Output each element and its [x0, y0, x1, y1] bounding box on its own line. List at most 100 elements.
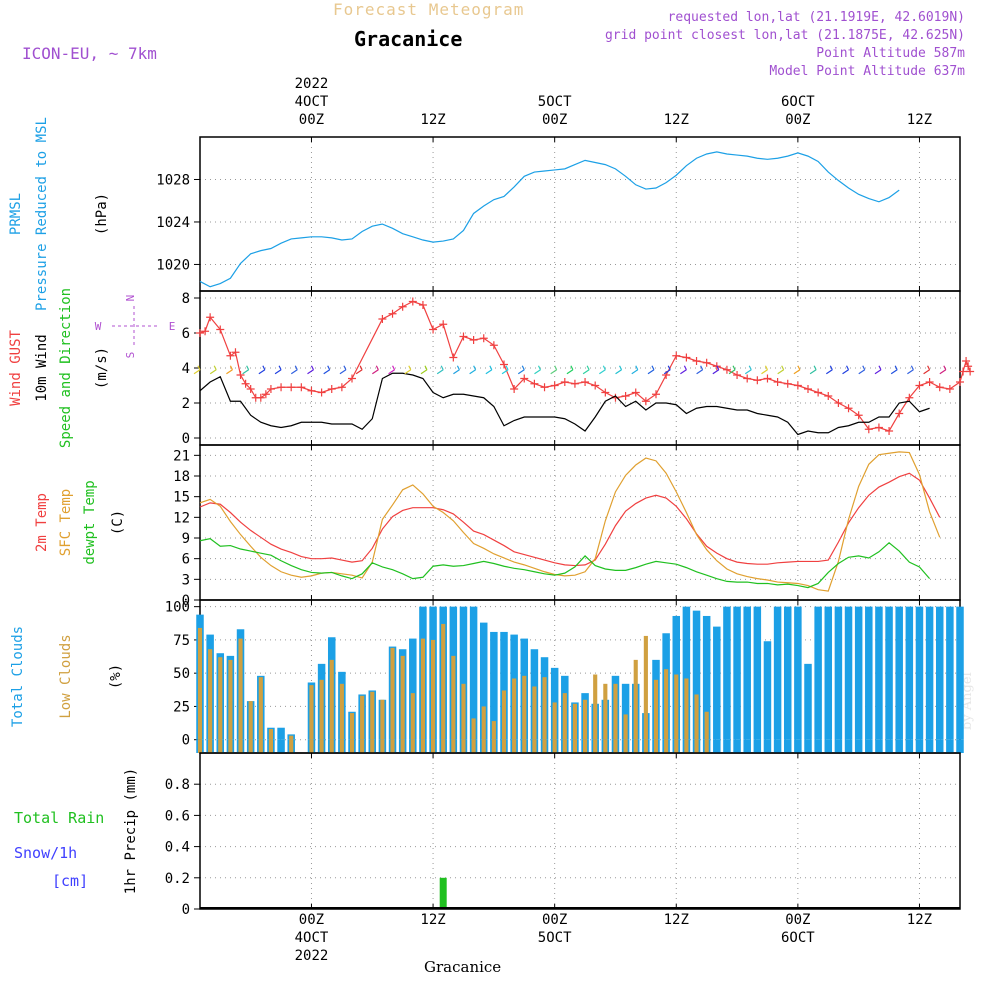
- bar-base: [491, 739, 496, 753]
- y-tick-label: 18: [173, 469, 190, 485]
- bar-low-clouds: [390, 647, 395, 740]
- bar-base: [258, 739, 263, 753]
- gust-marker: [905, 393, 914, 402]
- bar-base: [763, 739, 772, 753]
- wind-arrow: [874, 365, 882, 375]
- y-tick-label: 0: [182, 733, 190, 749]
- bar-total-clouds: [621, 683, 630, 740]
- gust-marker: [378, 315, 387, 323]
- bar-total-clouds: [713, 626, 721, 740]
- bar-low-clouds: [471, 718, 476, 740]
- bar-base: [572, 739, 577, 753]
- series-line-dewpt-temp: [199, 538, 931, 589]
- y-tick-label: 25: [173, 699, 190, 715]
- y-tick-label: 0: [182, 431, 190, 447]
- bar-base: [380, 739, 385, 753]
- gust-marker: [722, 365, 731, 374]
- gust-marker: [327, 385, 336, 393]
- compass-cross: [112, 306, 158, 348]
- wind-arrow: [372, 365, 379, 375]
- bar-low-clouds: [380, 699, 385, 740]
- bar-base: [783, 739, 792, 753]
- gust-marker: [834, 399, 843, 407]
- bar-base: [804, 739, 812, 753]
- bar-base: [713, 739, 721, 753]
- bar-low-clouds: [228, 659, 233, 740]
- y-tick-label: 21: [173, 448, 190, 464]
- bar-low-clouds: [552, 702, 557, 740]
- bar-low-clouds: [664, 669, 669, 740]
- wind-arrow: [469, 365, 477, 375]
- wind-arrow: [420, 365, 428, 375]
- wind-arrow: [939, 365, 947, 375]
- gust-marker: [418, 301, 427, 309]
- bar-base: [653, 739, 659, 753]
- gust-marker: [753, 376, 762, 385]
- bar-base: [643, 739, 648, 753]
- bar-total-clouds: [794, 606, 802, 740]
- y-tick-label: 12: [173, 510, 190, 526]
- bar-base: [743, 739, 751, 753]
- y-tick-label: 0.4: [165, 840, 190, 856]
- bar-total-clouds: [814, 606, 822, 740]
- wind-arrow: [242, 365, 250, 375]
- bar-total-clouds: [865, 606, 873, 740]
- precip-legend-label: Total Rain: [14, 809, 104, 827]
- bar-base: [603, 739, 608, 753]
- bar-low-clouds: [329, 659, 334, 740]
- gust-marker: [824, 392, 833, 400]
- time-tick-label: 12Z: [663, 112, 689, 128]
- bar-base: [309, 739, 314, 753]
- wind-arrow: [582, 365, 590, 375]
- bar-total-clouds: [692, 610, 701, 740]
- bar-total-clouds: [905, 606, 914, 740]
- bar-total-clouds: [753, 606, 762, 740]
- wind-arrow: [339, 365, 347, 375]
- precip-legend-label: [cm]: [52, 872, 88, 890]
- wind-arrow: [825, 365, 833, 375]
- wind-arrow: [226, 365, 233, 375]
- y-tick-label: 0.8: [165, 777, 190, 793]
- y-tick-label: 75: [173, 633, 190, 649]
- bar-base: [461, 739, 466, 753]
- bar-base: [946, 739, 954, 753]
- time-tick-label: 12Z: [906, 112, 933, 128]
- bar-low-clouds: [542, 677, 547, 740]
- bar-total-clouds: [743, 606, 751, 740]
- bar-base: [410, 739, 415, 753]
- gust-marker: [408, 297, 417, 306]
- gust-marker: [489, 341, 498, 350]
- bar-total-clouds: [733, 606, 741, 740]
- bar-low-clouds: [248, 701, 253, 740]
- bar-low-clouds: [197, 627, 203, 740]
- bar-base: [814, 739, 822, 753]
- y-tick-label: 6: [182, 552, 190, 568]
- gust-marker: [773, 378, 782, 386]
- time-tick-label: 00Z: [785, 112, 811, 128]
- gust-marker: [307, 386, 316, 395]
- gust-marker: [925, 378, 934, 386]
- bar-low-clouds: [289, 735, 294, 740]
- bar-total-clouds: [783, 606, 792, 740]
- gust-marker: [601, 388, 610, 397]
- model-altitude: Model Point Altitude 637m: [769, 64, 965, 79]
- bar-base: [481, 739, 486, 753]
- wind-arrow: [517, 365, 525, 375]
- time-tick-label: 2022: [294, 76, 329, 92]
- bar-total-clouds: [935, 606, 944, 740]
- gust-marker: [550, 381, 559, 390]
- bar-base: [723, 739, 731, 753]
- wind-arrow: [307, 365, 315, 375]
- gust-marker: [915, 381, 924, 390]
- compass-rose: N W E S: [95, 295, 176, 359]
- bar-base: [197, 739, 203, 753]
- time-tick-label: 5OCT: [537, 94, 572, 110]
- bar-base: [400, 739, 405, 753]
- bar-total-clouds: [500, 631, 508, 740]
- bar-base: [277, 739, 285, 753]
- bar-total-clouds: [773, 606, 782, 740]
- y-axis-label: 10m Wind: [34, 334, 50, 401]
- wind-arrow: [631, 365, 639, 375]
- y-tick-label: 9: [182, 531, 190, 547]
- y-tick-label: 4: [182, 361, 190, 377]
